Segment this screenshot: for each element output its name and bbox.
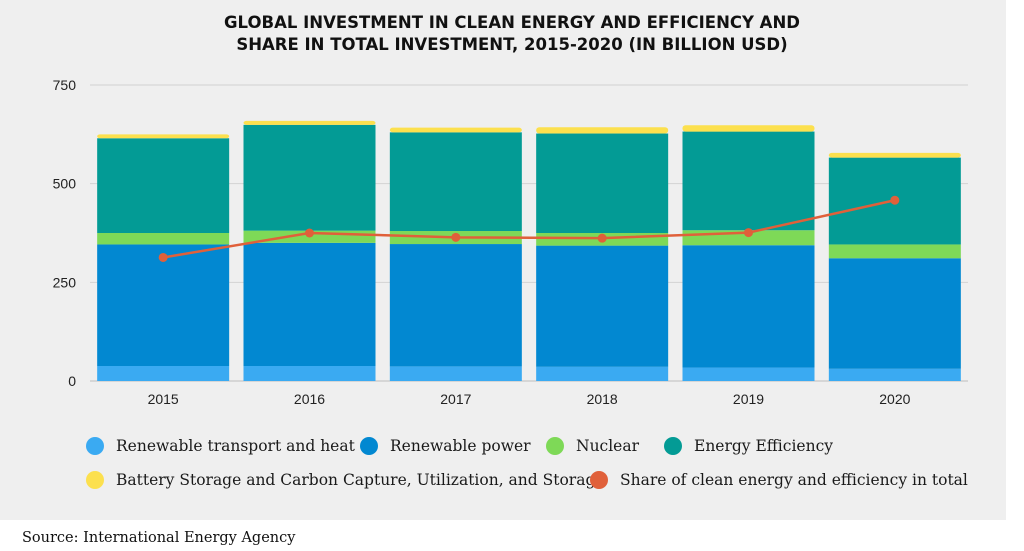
chart-title-line-2: SHARE IN TOTAL INVESTMENT, 2015-2020 (IN…: [236, 35, 788, 54]
y-tick-label-250: 250: [53, 274, 77, 290]
legend-label-nuclear: Nuclear: [576, 437, 640, 455]
x-tick-label-2016: 2016: [294, 391, 325, 407]
x-tick-label-2018: 2018: [587, 391, 618, 407]
x-tick-label-2015: 2015: [148, 391, 179, 407]
legend-swatch-energy-efficiency: [664, 437, 682, 455]
y-tick-label-500: 500: [53, 176, 77, 192]
bar-segment-2017-1: [389, 244, 522, 367]
legend-swatch-share-line: [590, 471, 608, 489]
bar-segment-2020-4: [828, 152, 961, 158]
stacked-bar-chart: 0 250 500 750 2015 2016 2017 2018 2019 2020: [53, 77, 968, 407]
bar-segment-2015-4: [97, 134, 230, 139]
share-line-point-2017: [451, 232, 461, 242]
bar-segment-2019-0: [682, 367, 815, 381]
y-tick-label-0: 0: [68, 373, 76, 389]
bar-segment-2020-1: [828, 258, 961, 369]
bar-segment-2019-1: [682, 245, 815, 368]
share-line-point-2018: [597, 233, 607, 243]
legend-swatch-nuclear: [546, 437, 564, 455]
share-line-point-2016: [305, 228, 314, 238]
bar-segment-2017-4: [389, 127, 522, 133]
chart-title: GLOBAL INVESTMENT IN CLEAN ENERGY AND EF…: [0, 12, 1024, 56]
legend-label-renewable-power: Renewable power: [390, 437, 531, 455]
legend-swatch-renewable-transport: [86, 437, 104, 455]
bar-segment-2015-0: [97, 366, 230, 381]
legend-swatch-battery-storage: [86, 471, 104, 489]
share-line-point-2019: [744, 228, 753, 238]
x-tick-label-2019: 2019: [733, 391, 764, 407]
share-line-point-2020: [890, 195, 900, 205]
legend-item-energy-efficiency: Energy Efficiency: [664, 437, 833, 455]
share-line: [162, 199, 896, 259]
legend-label-battery-storage: Battery Storage and Carbon Capture, Util…: [116, 471, 605, 489]
bar-segment-2019-3: [682, 131, 815, 231]
legend-label-renewable-transport: Renewable transport and heat: [116, 437, 355, 455]
bar-segment-2016-0: [243, 366, 376, 381]
legend-item-renewable-transport: Renewable transport and heat: [86, 437, 355, 455]
bar-segment-2017-0: [389, 366, 522, 381]
bar-segment-2020-2: [828, 244, 961, 259]
bar-segment-2016-3: [243, 124, 376, 231]
share-line-point-2015: [158, 252, 168, 262]
bar-segment-2020-0: [828, 368, 961, 381]
legend-item-battery-storage: Battery Storage and Carbon Capture, Util…: [86, 471, 605, 489]
bar-segment-2018-1: [536, 245, 669, 367]
bar-segment-2018-0: [536, 366, 669, 381]
bar-segment-2018-3: [536, 133, 669, 233]
legend-label-share-line: Share of clean energy and efficiency in …: [620, 471, 968, 489]
bar-segment-2016-1: [243, 242, 376, 367]
legend-item-renewable-power: Renewable power: [360, 437, 531, 455]
legend-swatch-renewable-power: [360, 437, 378, 455]
legend-label-energy-efficiency: Energy Efficiency: [694, 437, 834, 455]
legend-item-share-line: Share of clean energy and efficiency in …: [590, 471, 968, 489]
bar-segment-2017-3: [389, 132, 522, 232]
y-tick-label-750: 750: [53, 77, 77, 93]
legend-item-nuclear: Nuclear: [546, 437, 639, 455]
x-tick-label-2020: 2020: [879, 391, 910, 407]
bar-segment-2015-3: [97, 138, 230, 233]
bar-segment-2016-4: [243, 120, 376, 125]
source-note: Source: International Energy Agency: [22, 530, 296, 546]
x-tick-label-2017: 2017: [440, 391, 471, 407]
bar-segment-2015-2: [97, 233, 230, 245]
bar-segment-2018-4: [536, 127, 669, 134]
bar-segment-2019-4: [682, 125, 815, 132]
bar-segment-2015-1: [97, 244, 230, 367]
chart-title-line-1: GLOBAL INVESTMENT IN CLEAN ENERGY AND EF…: [224, 13, 800, 32]
